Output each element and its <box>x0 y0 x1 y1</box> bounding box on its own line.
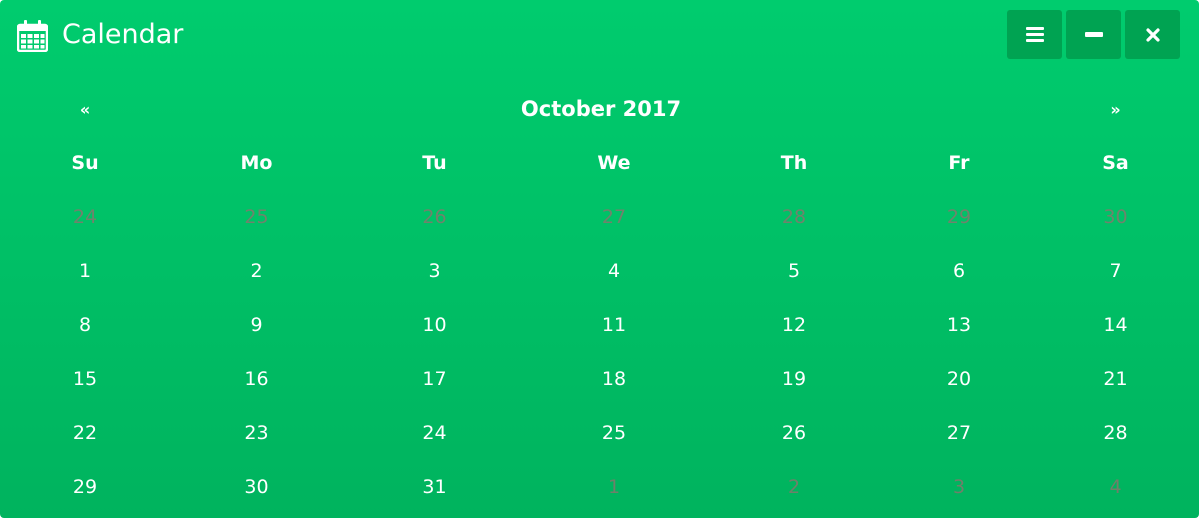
minimize-icon <box>1084 32 1103 37</box>
day-cell-other-month[interactable]: 1 <box>607 476 621 498</box>
calendar-grid: « October 2017 » Su Mo Tu We Th Fr Sa 24 25 26 27… <box>0 82 1199 514</box>
day-cell[interactable]: 19 <box>781 368 807 390</box>
week-row: 15 16 17 18 19 20 21 <box>0 352 1199 406</box>
day-cell[interactable]: 18 <box>601 368 627 390</box>
widget-title: Calendar <box>62 19 184 50</box>
close-button[interactable] <box>1125 10 1180 59</box>
weekday-label: Su <box>71 152 99 174</box>
day-cell[interactable]: 21 <box>1103 368 1128 390</box>
month-nav-row: « October 2017 » <box>0 82 1199 136</box>
weekday-label: Fr <box>948 152 970 174</box>
weekday-label: Tu <box>422 152 447 174</box>
day-cell[interactable]: 31 <box>422 476 447 498</box>
day-cell[interactable]: 14 <box>1103 314 1128 336</box>
calendar-icon <box>17 20 48 52</box>
calendar-days: 24 25 26 27 28 29 30 1 2 3 4 5 6 7 8 9 10 11 12 13 14 15 16 17 1… <box>0 190 1199 514</box>
day-cell-other-month[interactable]: 28 <box>781 206 807 228</box>
month-year-label[interactable]: October 2017 <box>520 97 682 121</box>
week-row: 8 9 10 11 12 13 14 <box>0 298 1199 352</box>
day-cell[interactable]: 17 <box>422 368 447 390</box>
day-cell[interactable]: 10 <box>422 314 447 336</box>
day-cell-other-month[interactable]: 30 <box>1103 206 1128 228</box>
day-cell-other-month[interactable]: 4 <box>1109 476 1122 498</box>
day-cell-other-month[interactable]: 26 <box>422 206 447 228</box>
menu-button[interactable] <box>1007 10 1062 59</box>
day-cell[interactable]: 16 <box>244 368 269 390</box>
weekday-label: Sa <box>1102 152 1129 174</box>
day-cell[interactable]: 26 <box>781 422 807 444</box>
day-cell-other-month[interactable]: 29 <box>946 206 972 228</box>
day-cell[interactable]: 11 <box>601 314 627 336</box>
week-row: 29 30 31 1 2 3 4 <box>0 460 1199 514</box>
day-cell[interactable]: 2 <box>250 260 263 282</box>
day-cell[interactable]: 22 <box>72 422 98 444</box>
week-row: 1 2 3 4 5 6 7 <box>0 244 1199 298</box>
weekday-label: Th <box>780 152 808 174</box>
day-cell[interactable]: 8 <box>78 314 92 336</box>
day-cell[interactable]: 6 <box>952 260 966 282</box>
day-cell[interactable]: 20 <box>946 368 972 390</box>
widget-header: Calendar <box>0 0 1199 72</box>
day-cell[interactable]: 7 <box>1109 260 1122 282</box>
day-cell[interactable]: 25 <box>601 422 627 444</box>
minimize-button[interactable] <box>1066 10 1121 59</box>
day-cell[interactable]: 13 <box>946 314 972 336</box>
weekday-header-row: Su Mo Tu We Th Fr Sa <box>0 136 1199 190</box>
day-cell[interactable]: 3 <box>428 260 441 282</box>
close-icon <box>1145 27 1160 42</box>
menu-icon <box>1025 27 1044 42</box>
day-cell-other-month[interactable]: 2 <box>787 476 801 498</box>
day-cell[interactable]: 12 <box>781 314 807 336</box>
day-cell[interactable]: 15 <box>72 368 98 390</box>
weekday-label: We <box>597 152 631 174</box>
day-cell[interactable]: 23 <box>244 422 269 444</box>
day-cell[interactable]: 1 <box>78 260 92 282</box>
day-cell[interactable]: 5 <box>787 260 801 282</box>
weekday-label: Mo <box>240 152 273 174</box>
week-row: 24 25 26 27 28 29 30 <box>0 190 1199 244</box>
day-cell-other-month[interactable]: 24 <box>72 206 98 228</box>
prev-month-button[interactable]: « <box>79 99 91 119</box>
day-cell-other-month[interactable]: 25 <box>244 206 269 228</box>
day-cell[interactable]: 27 <box>946 422 972 444</box>
day-cell[interactable]: 29 <box>72 476 98 498</box>
day-cell[interactable]: 9 <box>250 314 263 336</box>
day-cell[interactable]: 24 <box>422 422 447 444</box>
day-cell[interactable]: 4 <box>607 260 621 282</box>
next-month-button[interactable]: » <box>1110 99 1121 119</box>
day-cell-other-month[interactable]: 27 <box>601 206 627 228</box>
day-cell-other-month[interactable]: 3 <box>952 476 966 498</box>
day-cell[interactable]: 28 <box>1103 422 1128 444</box>
widget-toolbar <box>1007 10 1180 59</box>
day-cell[interactable]: 30 <box>244 476 269 498</box>
week-row: 22 23 24 25 26 27 28 <box>0 406 1199 460</box>
